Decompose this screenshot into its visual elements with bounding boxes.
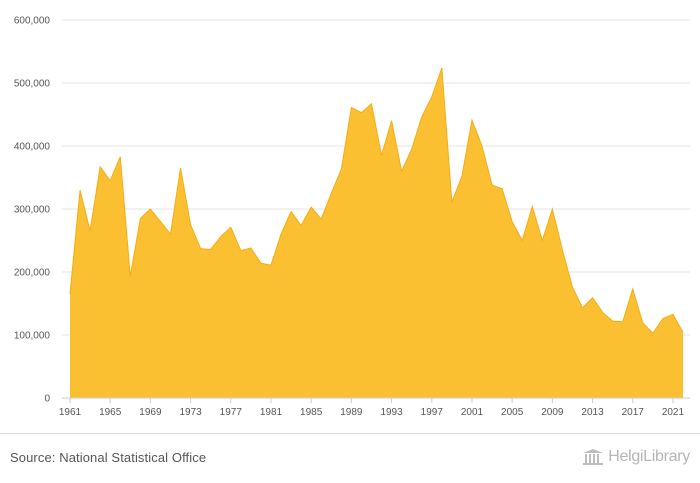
x-tick-label: 2001 xyxy=(461,407,484,418)
data-point xyxy=(682,332,683,333)
data-point xyxy=(512,221,513,222)
data-point xyxy=(361,112,362,113)
x-tick-label: 2009 xyxy=(541,407,564,418)
data-point xyxy=(220,236,221,237)
x-tick-label: 1997 xyxy=(421,407,444,418)
x-tick-label: 1961 xyxy=(59,407,82,418)
y-tick-label: 400,000 xyxy=(14,142,51,153)
y-tick-label: 500,000 xyxy=(14,79,51,90)
data-point xyxy=(150,208,151,209)
axes: 0 100,000 200,000 300,000 400,000 500,000 600,… xyxy=(14,16,690,418)
data-point xyxy=(331,193,332,194)
data-point xyxy=(321,218,322,219)
y-tick-label: 200,000 xyxy=(14,268,51,279)
data-point xyxy=(170,234,171,235)
x-tick-label: 1981 xyxy=(260,407,283,418)
data-point xyxy=(662,318,663,319)
data-point xyxy=(140,218,141,219)
data-point xyxy=(582,307,583,308)
data-point xyxy=(230,227,231,228)
x-tick-label: 1993 xyxy=(380,407,403,418)
data-point xyxy=(130,276,131,277)
data-point xyxy=(481,145,482,146)
data-point xyxy=(421,116,422,117)
data-point xyxy=(622,321,623,322)
data-point xyxy=(542,240,543,241)
data-point xyxy=(612,321,613,322)
data-point xyxy=(532,206,533,207)
data-point xyxy=(79,190,80,191)
data-point xyxy=(431,96,432,97)
data-point xyxy=(371,103,372,104)
data-point xyxy=(280,234,281,235)
library-building-icon xyxy=(583,449,604,465)
data-point xyxy=(100,166,101,167)
data-point xyxy=(381,155,382,156)
data-point xyxy=(341,169,342,170)
data-point xyxy=(391,120,392,121)
data-point xyxy=(642,322,643,323)
data-point xyxy=(69,293,70,294)
data-point xyxy=(89,230,90,231)
data-point xyxy=(632,288,633,289)
area-series xyxy=(69,67,684,398)
data-point xyxy=(110,180,111,181)
data-point xyxy=(250,247,251,248)
data-point xyxy=(301,225,302,226)
data-point xyxy=(351,107,352,108)
data-point xyxy=(411,149,412,150)
area-line xyxy=(69,67,684,334)
x-tick-label: 2005 xyxy=(501,407,524,418)
data-point xyxy=(200,248,201,249)
data-point xyxy=(190,224,191,225)
data-point xyxy=(471,120,472,121)
x-tick-label: 1969 xyxy=(139,407,162,418)
x-tick-label: 2017 xyxy=(622,407,645,418)
data-point xyxy=(552,208,553,209)
x-tick-label: 2013 xyxy=(581,407,604,418)
data-point xyxy=(461,176,462,177)
data-point xyxy=(180,167,181,168)
x-tick-label: 1977 xyxy=(220,407,243,418)
source-note: Source: National Statistical Office xyxy=(10,450,207,465)
data-point xyxy=(502,188,503,189)
area-chart: 0 100,000 200,000 300,000 400,000 500,000 600,… xyxy=(14,16,690,418)
data-point xyxy=(160,221,161,222)
data-point xyxy=(522,240,523,241)
data-point xyxy=(311,207,312,208)
data-point xyxy=(672,314,673,315)
data-point xyxy=(491,184,492,185)
data-point xyxy=(562,249,563,250)
data-point xyxy=(401,171,402,172)
x-tick-label: 2021 xyxy=(662,407,685,418)
data-point xyxy=(120,156,121,157)
footer-divider xyxy=(0,433,700,434)
data-point xyxy=(441,67,442,68)
y-tick-label: 100,000 xyxy=(14,331,51,342)
x-tick-label: 1989 xyxy=(340,407,363,418)
data-point xyxy=(451,201,452,202)
x-tick-label: 1965 xyxy=(99,407,122,418)
data-point xyxy=(592,297,593,298)
data-point xyxy=(210,249,211,250)
data-point xyxy=(260,263,261,264)
x-tick-label: 1985 xyxy=(300,407,323,418)
area-fill xyxy=(70,67,683,398)
data-point xyxy=(270,264,271,265)
brand-name: HelgiLibrary xyxy=(608,448,690,465)
y-tick-label: 600,000 xyxy=(14,16,51,27)
data-point xyxy=(572,287,573,288)
x-tick-label: 1973 xyxy=(179,407,202,418)
data-point xyxy=(602,312,603,313)
brand-logo: HelgiLibrary xyxy=(582,448,690,466)
data-point xyxy=(290,211,291,212)
data-point xyxy=(652,333,653,334)
y-tick-label: 300,000 xyxy=(14,205,51,216)
data-point xyxy=(240,250,241,251)
y-tick-label: 0 xyxy=(44,394,50,405)
